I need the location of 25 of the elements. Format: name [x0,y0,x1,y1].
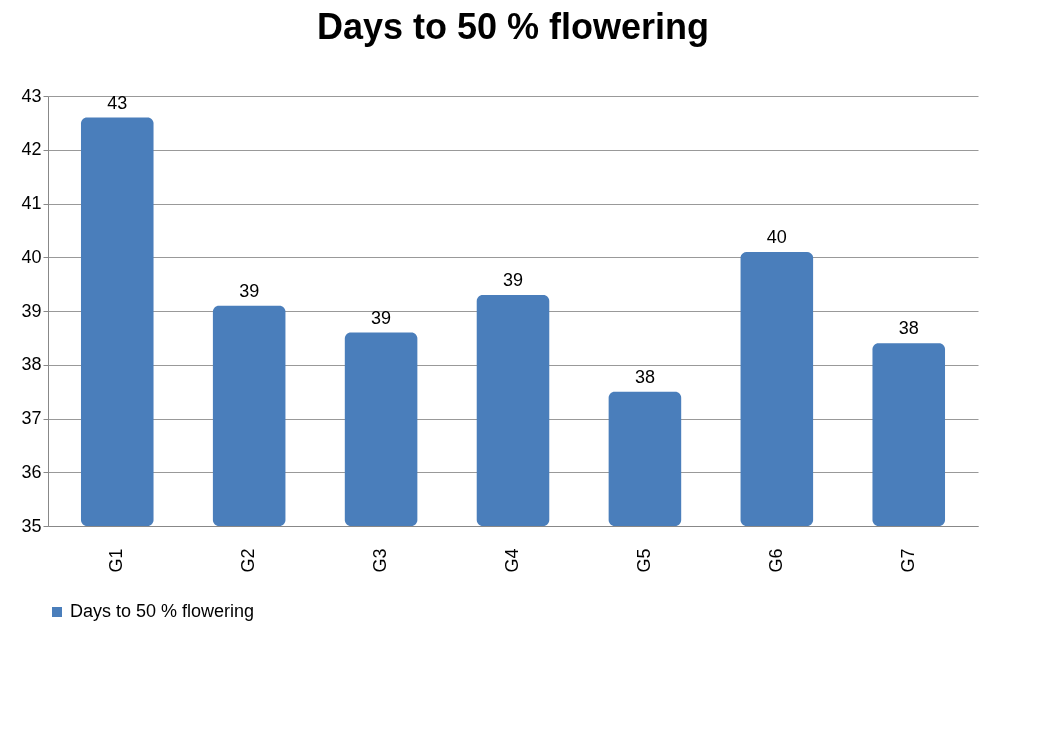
x-tick-label: G6 [765,548,786,573]
data-label: 39 [371,307,392,328]
y-tick-label: 40 [21,246,42,267]
y-tick-label: 36 [21,461,42,482]
data-label: 38 [898,318,919,339]
y-tick-label: 43 [21,85,42,106]
legend-label: Days to 50 % flowering [70,601,255,621]
y-tick-label: 37 [21,408,42,428]
data-label: 39 [239,280,260,301]
data-label: 43 [107,92,128,113]
data-label: 38 [634,366,655,387]
y-tick-label: 42 [21,139,42,160]
x-tick-label: G5 [633,548,654,573]
x-tick-label: G4 [502,548,522,573]
x-tick-label: G7 [897,548,918,573]
y-tick-label: 38 [21,354,42,375]
y-tick-label: 41 [21,193,42,213]
y-tick-label: 35 [21,515,42,536]
data-label: 40 [766,226,787,247]
x-tick-label: G2 [238,548,259,573]
y-tick-label: 39 [21,300,42,321]
data-label: 39 [502,269,524,290]
x-tick-label: G1 [106,548,127,573]
chart-title: Days to 50 % flowering [316,6,710,47]
x-tick-label: G3 [370,548,391,573]
